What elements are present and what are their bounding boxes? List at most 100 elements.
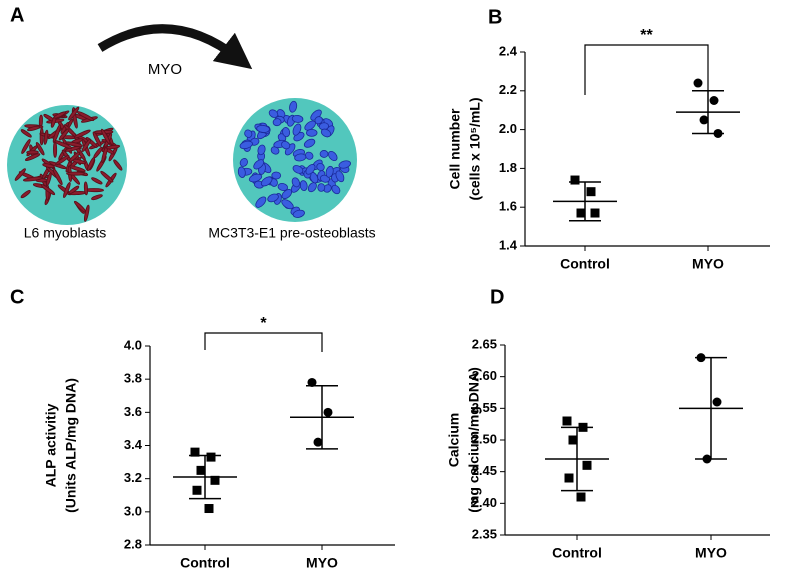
cell — [53, 141, 58, 158]
cell — [325, 165, 334, 178]
cell — [40, 184, 56, 196]
cell — [303, 138, 316, 148]
significance-label: ** — [640, 27, 653, 44]
cell — [24, 153, 41, 161]
y-tick-label: 2.40 — [472, 495, 497, 510]
cell — [305, 164, 316, 175]
y-tick-label: 2.4 — [499, 43, 518, 58]
error-bar — [695, 356, 727, 460]
cell — [74, 200, 86, 213]
cell — [105, 144, 121, 150]
y-axis-label: (mg calcium/mg DNA) — [466, 367, 482, 512]
cell — [291, 177, 300, 188]
cell — [66, 171, 85, 176]
cell — [257, 144, 266, 156]
cell — [260, 176, 273, 187]
arrow-label: MYO — [148, 61, 182, 78]
chart-panel: B 1.4 1.6 1.8 2.0 2.2 2.4 Cell number (cells x 1… — [447, 6, 770, 272]
data-point — [712, 397, 722, 407]
cell — [53, 111, 66, 119]
cell — [292, 123, 302, 136]
cell — [58, 128, 70, 141]
cell — [27, 125, 41, 132]
y-tick-label: 2.8 — [124, 536, 142, 551]
cell — [328, 150, 338, 162]
y-axis-label: (cells x 10⁵/mL) — [467, 97, 483, 200]
dish-label: MC3T3-E1 pre-osteoblasts — [208, 225, 375, 241]
cell — [46, 172, 52, 186]
y-tick-label: 2.0 — [499, 121, 517, 136]
cell — [244, 129, 253, 138]
cell — [91, 194, 103, 201]
y-axis-label: Cell number — [447, 108, 463, 189]
cell — [314, 116, 323, 125]
cell — [239, 158, 248, 167]
data-point — [196, 465, 206, 475]
x-tick-label: Control — [560, 256, 610, 272]
cell — [237, 166, 246, 178]
data-point — [206, 452, 216, 462]
cell — [35, 142, 45, 156]
cell — [43, 129, 49, 145]
cell — [20, 190, 31, 199]
dish-label: L6 myoblasts — [24, 225, 106, 241]
y-axis-label: (Units ALP/mg DNA) — [63, 378, 79, 513]
cell — [338, 160, 351, 169]
cell — [294, 153, 307, 162]
data-point — [709, 96, 719, 105]
cell — [289, 100, 298, 113]
data-point — [190, 447, 200, 457]
cell — [68, 151, 81, 162]
data-point — [562, 416, 572, 426]
cell — [277, 183, 289, 191]
chart-panel: C 2.8 3.0 3.2 3.4 3.6 3.8 4.0 ALP activitiy (Unit… — [10, 286, 395, 568]
cell — [81, 138, 92, 152]
cell — [63, 182, 71, 199]
y-tick-label: 1.6 — [499, 199, 517, 214]
significance-label: * — [260, 315, 267, 332]
cell — [83, 181, 89, 196]
error-bar — [306, 385, 338, 450]
data-point — [693, 78, 703, 88]
diagram-panel: A MYO L6 myoblasts MC3T3-E1 pre-osteobla… — [7, 4, 376, 241]
cell — [68, 106, 80, 121]
panel-letter: B — [488, 6, 502, 28]
cell — [292, 165, 304, 174]
y-tick-label: 3.6 — [124, 404, 142, 419]
cell — [282, 127, 291, 138]
cell — [68, 185, 80, 195]
cell — [55, 155, 70, 166]
cell — [335, 170, 345, 183]
data-point — [307, 377, 317, 387]
cell — [100, 128, 111, 145]
data-point — [323, 407, 333, 417]
cell — [269, 178, 278, 187]
panel-letter: C — [10, 286, 24, 308]
y-tick-label: 2.45 — [472, 463, 497, 478]
cell — [291, 114, 304, 123]
data-point — [570, 175, 580, 185]
cell — [281, 199, 294, 210]
cell — [255, 196, 267, 208]
y-tick-label: 3.4 — [124, 437, 143, 452]
y-tick-label: 2.2 — [499, 82, 517, 97]
y-axis-label: Calcium — [446, 413, 462, 467]
panel-letter: D — [490, 286, 504, 308]
data-point — [564, 473, 574, 483]
data-point — [210, 475, 220, 485]
cell — [22, 176, 43, 182]
cell — [271, 171, 282, 180]
error-bar — [189, 454, 221, 500]
cell — [26, 150, 39, 155]
cell — [101, 145, 108, 163]
data-point — [699, 115, 709, 125]
cell — [87, 156, 95, 172]
cell — [331, 184, 341, 195]
y-tick-label: 1.8 — [499, 160, 517, 175]
cell — [65, 141, 83, 148]
cell — [113, 159, 123, 171]
error-bar — [692, 90, 724, 135]
cell — [319, 150, 329, 158]
cell — [21, 138, 31, 154]
